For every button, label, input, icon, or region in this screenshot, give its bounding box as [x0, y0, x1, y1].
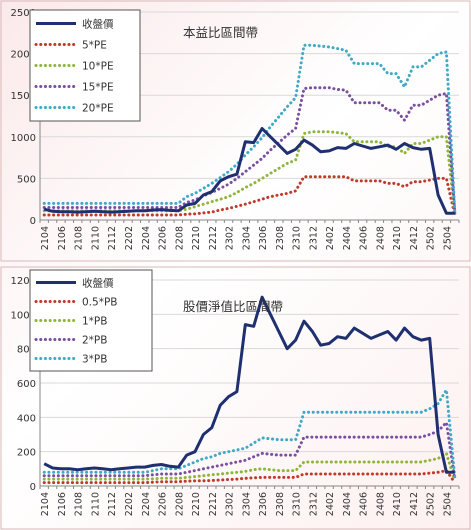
legend-label: 收盤價 [82, 277, 114, 290]
pb-band-chart: 0 200 400 600 800 1000 1200 2104 2106 2108 2110 211… [0, 266, 471, 530]
legend-label: 5*PE [82, 40, 107, 52]
x-tick-label: 2310 [292, 492, 303, 516]
x-tick-label: 2312 [308, 226, 319, 250]
x-tick-label: 2408 [375, 492, 386, 516]
x-tick-label: 2204 [141, 492, 152, 516]
y-tick-label: 400 [17, 413, 36, 424]
x-tick-label: 2412 [409, 492, 420, 516]
chart-title: 股價淨值比區間帶 [183, 299, 283, 314]
x-tick-label: 2312 [308, 492, 319, 516]
x-tick-label: 2110 [90, 226, 101, 250]
series-line-0 [43, 127, 455, 215]
x-tick-label: 2404 [342, 492, 353, 516]
y-tick-label: 1500 [11, 91, 36, 102]
y-tick-label: 1000 [11, 310, 36, 321]
chart-frame [0, 266, 471, 530]
y-tick-label: 1200 [11, 276, 36, 287]
series-line-4 [42, 43, 457, 214]
x-tick-label: 2106 [57, 492, 68, 516]
x-tick-label: 2208 [174, 226, 185, 250]
y-tick-label: 800 [17, 345, 36, 356]
x-tick-label: 2502 [426, 226, 437, 250]
x-tick-label: 2304 [241, 492, 252, 516]
x-tick-label: 2402 [325, 492, 336, 516]
x-tick-label: 2504 [442, 492, 453, 516]
x-tick-label: 2406 [359, 492, 370, 516]
x-tick-label: 2306 [258, 492, 269, 516]
x-tick-label: 2410 [392, 492, 403, 516]
x-tick-label: 2408 [375, 226, 386, 250]
x-tick-label: 2206 [158, 492, 169, 516]
legend-label: 10*PE [82, 61, 114, 73]
x-tick-label: 2412 [409, 226, 420, 250]
x-tick-label: 2112 [107, 226, 118, 250]
series-line-1 [42, 175, 457, 217]
x-tick-label: 2310 [292, 226, 303, 250]
x-tick-label: 2106 [57, 226, 68, 250]
x-tick-label: 2206 [158, 226, 169, 250]
x-tick-label: 2210 [191, 226, 202, 250]
x-tick-label: 2304 [241, 226, 252, 250]
series-line-0 [43, 295, 455, 474]
legend-box [29, 9, 141, 122]
x-tick-label: 2302 [225, 492, 236, 516]
pe-band-chart: 0 500 1000 1500 2000 2500 2104 2106 2108 2110 2112… [0, 0, 471, 262]
pb-band-chart-svg: 0 200 400 600 800 1000 1200 2104 2106 2108 2110 211… [0, 266, 471, 530]
x-tick-label: 2210 [191, 492, 202, 516]
series-line-2 [42, 451, 457, 483]
x-tick-label: 2402 [325, 226, 336, 250]
y-tick-label: 2000 [11, 50, 36, 61]
series-line-3 [42, 421, 457, 481]
chart-frame [0, 0, 471, 262]
x-tick-label: 2110 [90, 492, 101, 516]
x-tick-label: 2502 [426, 492, 437, 516]
x-tick-label: 2202 [124, 492, 135, 516]
x-tick-label: 2306 [258, 226, 269, 250]
x-tick-label: 2212 [208, 492, 219, 516]
y-tick-label: 0 [30, 482, 36, 493]
y-tick-label: 2500 [11, 8, 36, 19]
legend-label: 20*PE [82, 103, 114, 115]
x-tick-label: 2308 [275, 492, 286, 516]
x-tick-label: 2404 [342, 226, 353, 250]
x-tick-label: 2202 [124, 226, 135, 250]
series-line-4 [42, 388, 457, 479]
legend-label: 2*PB [82, 335, 107, 347]
x-tick-label: 2504 [442, 226, 453, 250]
x-tick-label: 2212 [208, 226, 219, 250]
series-line-1 [42, 469, 457, 485]
y-tick-label: 200 [17, 448, 36, 459]
x-tick-label: 2108 [74, 492, 85, 516]
x-tick-label: 2208 [174, 492, 185, 516]
legend-label: 0.5*PB [82, 297, 117, 309]
x-tick-label: 2104 [40, 492, 51, 516]
x-tick-label: 2308 [275, 226, 286, 250]
x-tick-label: 2406 [359, 226, 370, 250]
y-tick-label: 500 [17, 174, 36, 185]
legend-label: 收盤價 [82, 18, 114, 31]
series-line-3 [42, 86, 457, 215]
x-tick-label: 2302 [225, 226, 236, 250]
y-tick-label: 1000 [11, 133, 36, 144]
x-tick-label: 2108 [74, 226, 85, 250]
x-tick-label: 2112 [107, 492, 118, 516]
y-tick-label: 600 [17, 379, 36, 390]
y-tick-label: 0 [30, 216, 36, 227]
x-tick-label: 2410 [392, 226, 403, 250]
pe-band-chart-svg: 0 500 1000 1500 2000 2500 2104 2106 2108 2110 2112… [0, 0, 471, 262]
legend-label: 1*PB [82, 316, 107, 328]
legend-label: 3*PB [82, 354, 107, 366]
series-line-2 [42, 130, 457, 216]
chart-title: 本益比區間帶 [183, 25, 258, 40]
x-tick-label: 2204 [141, 226, 152, 250]
x-tick-label: 2104 [40, 226, 51, 250]
legend-label: 15*PE [82, 82, 114, 94]
